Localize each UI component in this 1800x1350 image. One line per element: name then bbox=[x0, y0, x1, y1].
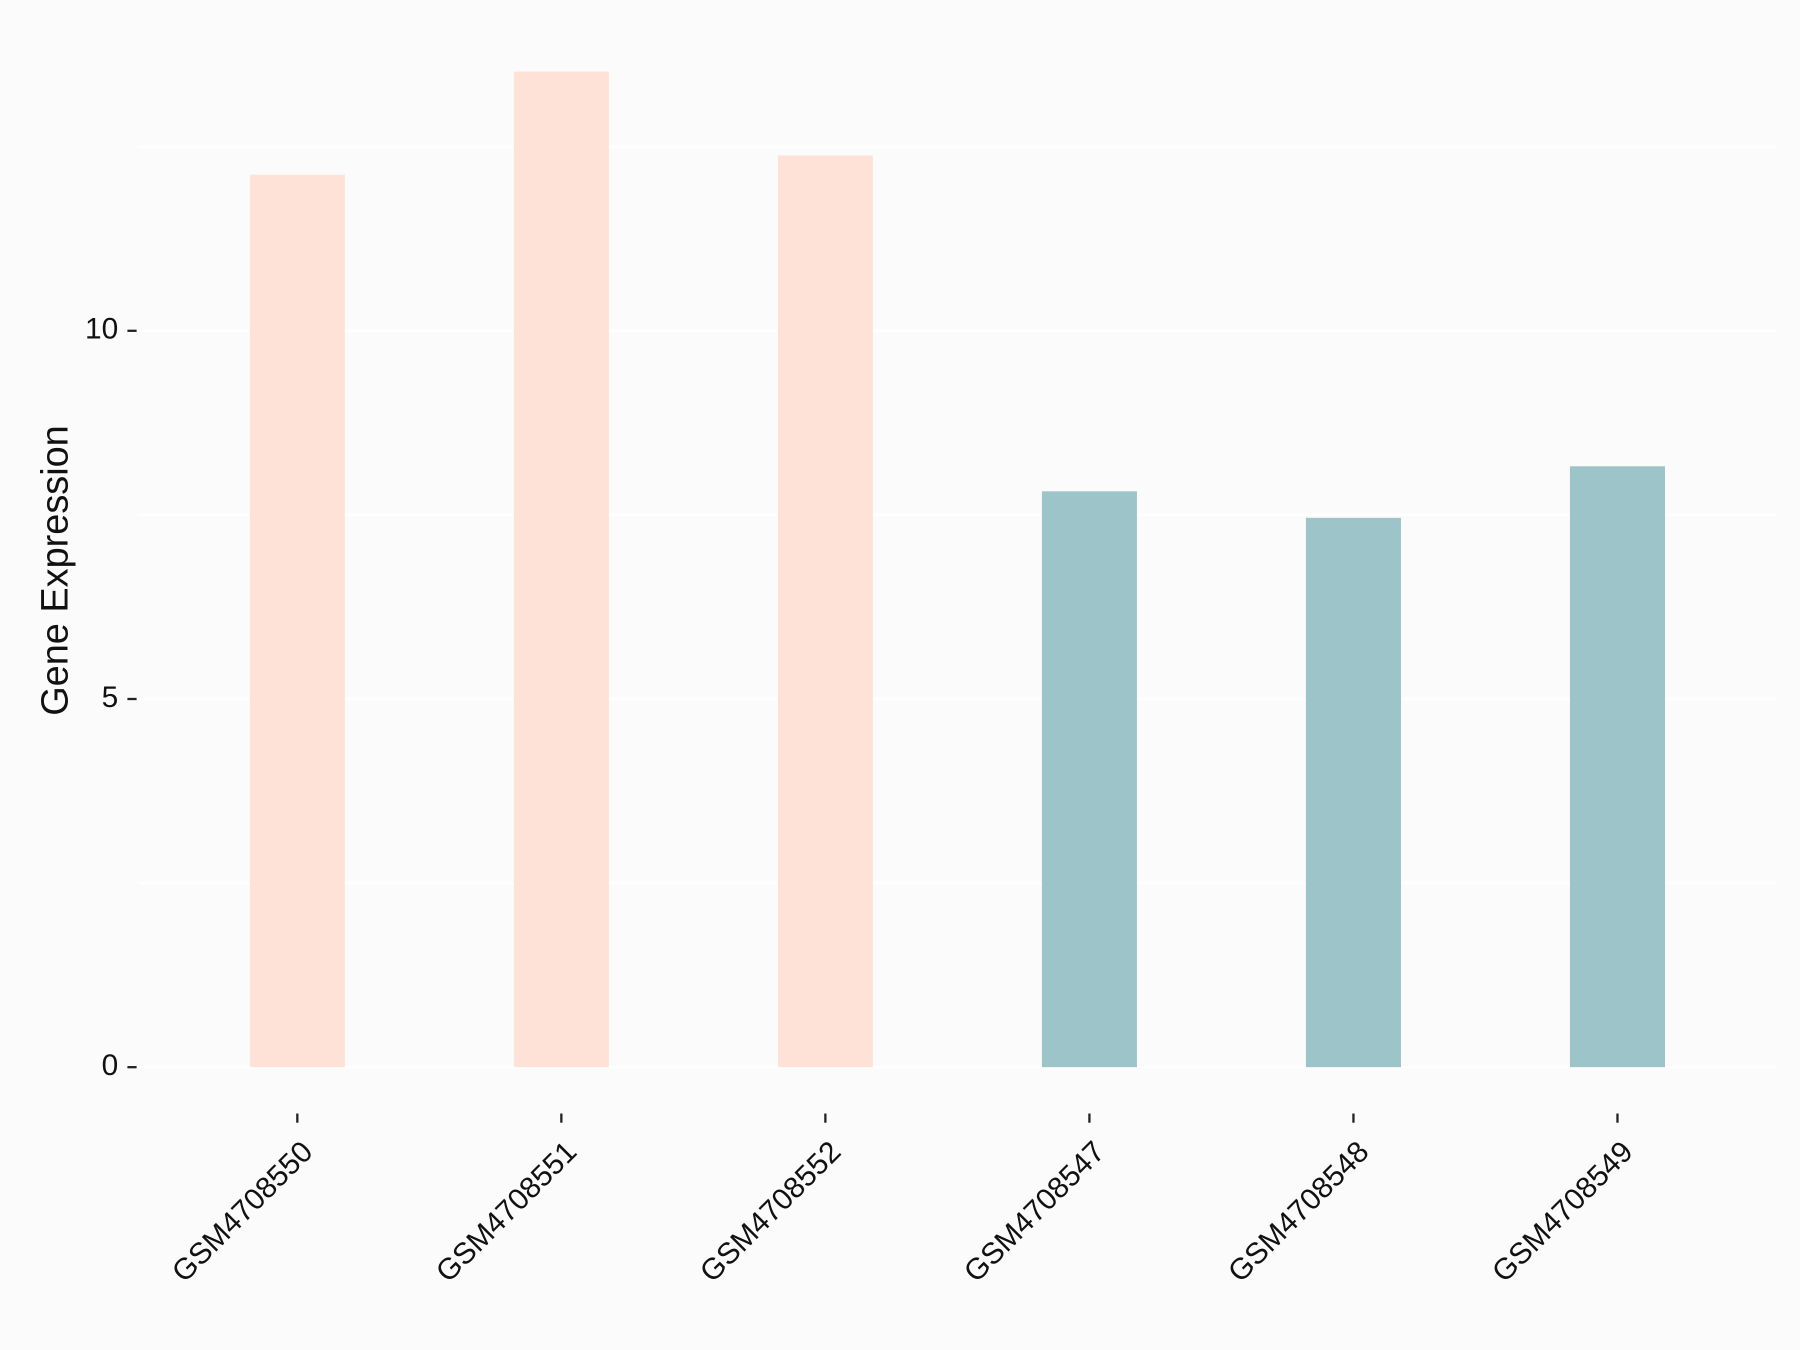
y-tick-label: 10 bbox=[85, 313, 118, 346]
bar bbox=[1569, 466, 1665, 1068]
y-axis-title: Gene Expression bbox=[34, 425, 76, 716]
bar bbox=[249, 174, 345, 1068]
y-tick-label: 0 bbox=[102, 1049, 119, 1082]
bar bbox=[513, 71, 609, 1068]
bar bbox=[1041, 491, 1137, 1068]
bar bbox=[1305, 517, 1401, 1068]
bar bbox=[777, 155, 873, 1068]
y-tick-label: 5 bbox=[102, 681, 119, 714]
